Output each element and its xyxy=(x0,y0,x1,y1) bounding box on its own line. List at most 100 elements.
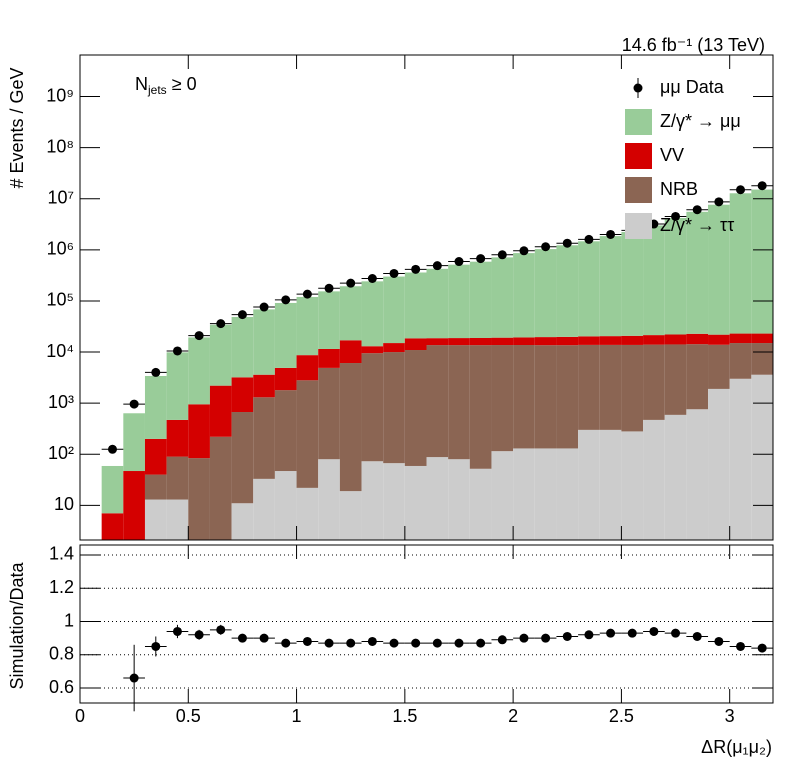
stack-segment xyxy=(361,281,384,347)
data-point xyxy=(404,264,427,274)
stack-segment xyxy=(123,471,145,540)
stack-segment xyxy=(448,459,470,540)
stack-segment xyxy=(729,378,752,540)
ratio-marker xyxy=(497,635,507,645)
ratio-marker xyxy=(519,633,529,643)
stack-segment xyxy=(339,363,362,492)
stack-segment xyxy=(274,390,297,472)
legend-swatch xyxy=(625,109,652,135)
y-tick-label: 1.4 xyxy=(49,544,74,564)
stack-segment xyxy=(166,499,189,540)
legend-label: VV xyxy=(660,145,684,165)
stack-segment xyxy=(708,204,730,335)
stack-segment xyxy=(426,268,449,339)
stack-segment xyxy=(578,429,600,540)
stack-segment xyxy=(404,272,427,339)
stack-segment xyxy=(469,337,492,346)
ratio-marker xyxy=(151,641,161,651)
stack-segment xyxy=(296,355,319,381)
ratio-marker xyxy=(692,631,702,641)
legend-swatch xyxy=(625,177,652,203)
ratio-marker xyxy=(194,630,204,640)
stack-segment xyxy=(426,345,449,458)
stack-segment xyxy=(231,377,254,413)
stack-segment xyxy=(101,465,124,514)
ratio-marker xyxy=(541,633,551,643)
legend-item: Z/γ* → ττ xyxy=(625,213,734,239)
stack-segment xyxy=(426,457,449,540)
data-point xyxy=(729,185,752,195)
stack-segment xyxy=(231,503,254,540)
stack-segment xyxy=(534,249,557,338)
ratio-marker xyxy=(606,628,616,638)
stack-segment xyxy=(188,404,210,459)
stack-segment xyxy=(686,409,709,540)
x-tick-label: 1.5 xyxy=(392,706,417,726)
stack-segment xyxy=(534,448,557,540)
ratio-point xyxy=(513,633,535,643)
ratio-point xyxy=(664,628,687,638)
stack-segment xyxy=(231,412,254,504)
stack-segment xyxy=(318,459,340,540)
data-marker xyxy=(389,268,399,278)
data-marker xyxy=(497,250,507,260)
stack-segment xyxy=(664,344,687,415)
stack-segment xyxy=(404,338,427,351)
stack-segment xyxy=(144,438,167,475)
ratio-point xyxy=(361,636,384,646)
data-marker xyxy=(454,257,464,267)
stack-segment xyxy=(361,346,384,354)
data-marker xyxy=(692,205,702,215)
ratio-marker xyxy=(627,628,637,638)
stack-segment xyxy=(513,448,535,540)
stack-segment xyxy=(448,345,470,460)
data-marker xyxy=(281,295,291,305)
x-tick-label: 1 xyxy=(292,706,302,726)
stack-segment xyxy=(166,352,189,420)
ratio-point xyxy=(534,633,557,643)
ratio-point xyxy=(209,624,232,635)
ratio-frame xyxy=(79,544,774,704)
stack-segment xyxy=(599,344,622,430)
stack-segment xyxy=(339,286,362,341)
stack-segment xyxy=(101,513,124,540)
lumi-label: 14.6 fb⁻¹ (13 TeV) xyxy=(622,35,765,55)
data-marker xyxy=(736,185,746,195)
stack-segment xyxy=(513,337,535,346)
ratio-marker xyxy=(411,638,421,648)
ratio-point xyxy=(643,626,665,636)
stack-segment xyxy=(144,499,167,540)
data-marker xyxy=(541,242,551,252)
legend-item: NRB xyxy=(625,177,698,203)
ratio-point xyxy=(469,638,492,648)
data-point xyxy=(448,257,470,267)
stack-segment xyxy=(708,334,730,345)
stack-segment xyxy=(361,461,384,540)
y-tick-label: 10 xyxy=(54,494,74,514)
annotation-sub: jets xyxy=(147,83,167,97)
ratio-point xyxy=(339,638,362,648)
data-marker xyxy=(172,346,182,356)
ratio-point xyxy=(166,624,189,639)
stack-segment xyxy=(664,334,687,345)
stack-segment xyxy=(556,448,579,540)
legend-label: Z/γ* → ττ xyxy=(660,215,734,235)
data-point xyxy=(491,250,514,260)
ratio-marker xyxy=(714,636,724,646)
data-point xyxy=(296,289,319,299)
stack-segment xyxy=(188,458,210,540)
x-tick-label: 2.5 xyxy=(609,706,634,726)
y-tick-label: 1 xyxy=(64,610,74,630)
y-tick-label: 10⁴ xyxy=(46,341,74,361)
y-tick-label: 10⁹ xyxy=(46,85,74,105)
ratio-marker xyxy=(671,628,681,638)
stack-segment xyxy=(339,491,362,540)
data-marker xyxy=(237,310,247,320)
ratio-marker xyxy=(216,625,226,635)
stack-segment xyxy=(296,296,319,356)
y-tick-label: 10⁶ xyxy=(47,239,74,259)
ratio-point xyxy=(296,636,319,646)
stack-segment xyxy=(231,316,254,378)
stack-segment xyxy=(708,388,730,540)
data-point xyxy=(513,246,535,256)
